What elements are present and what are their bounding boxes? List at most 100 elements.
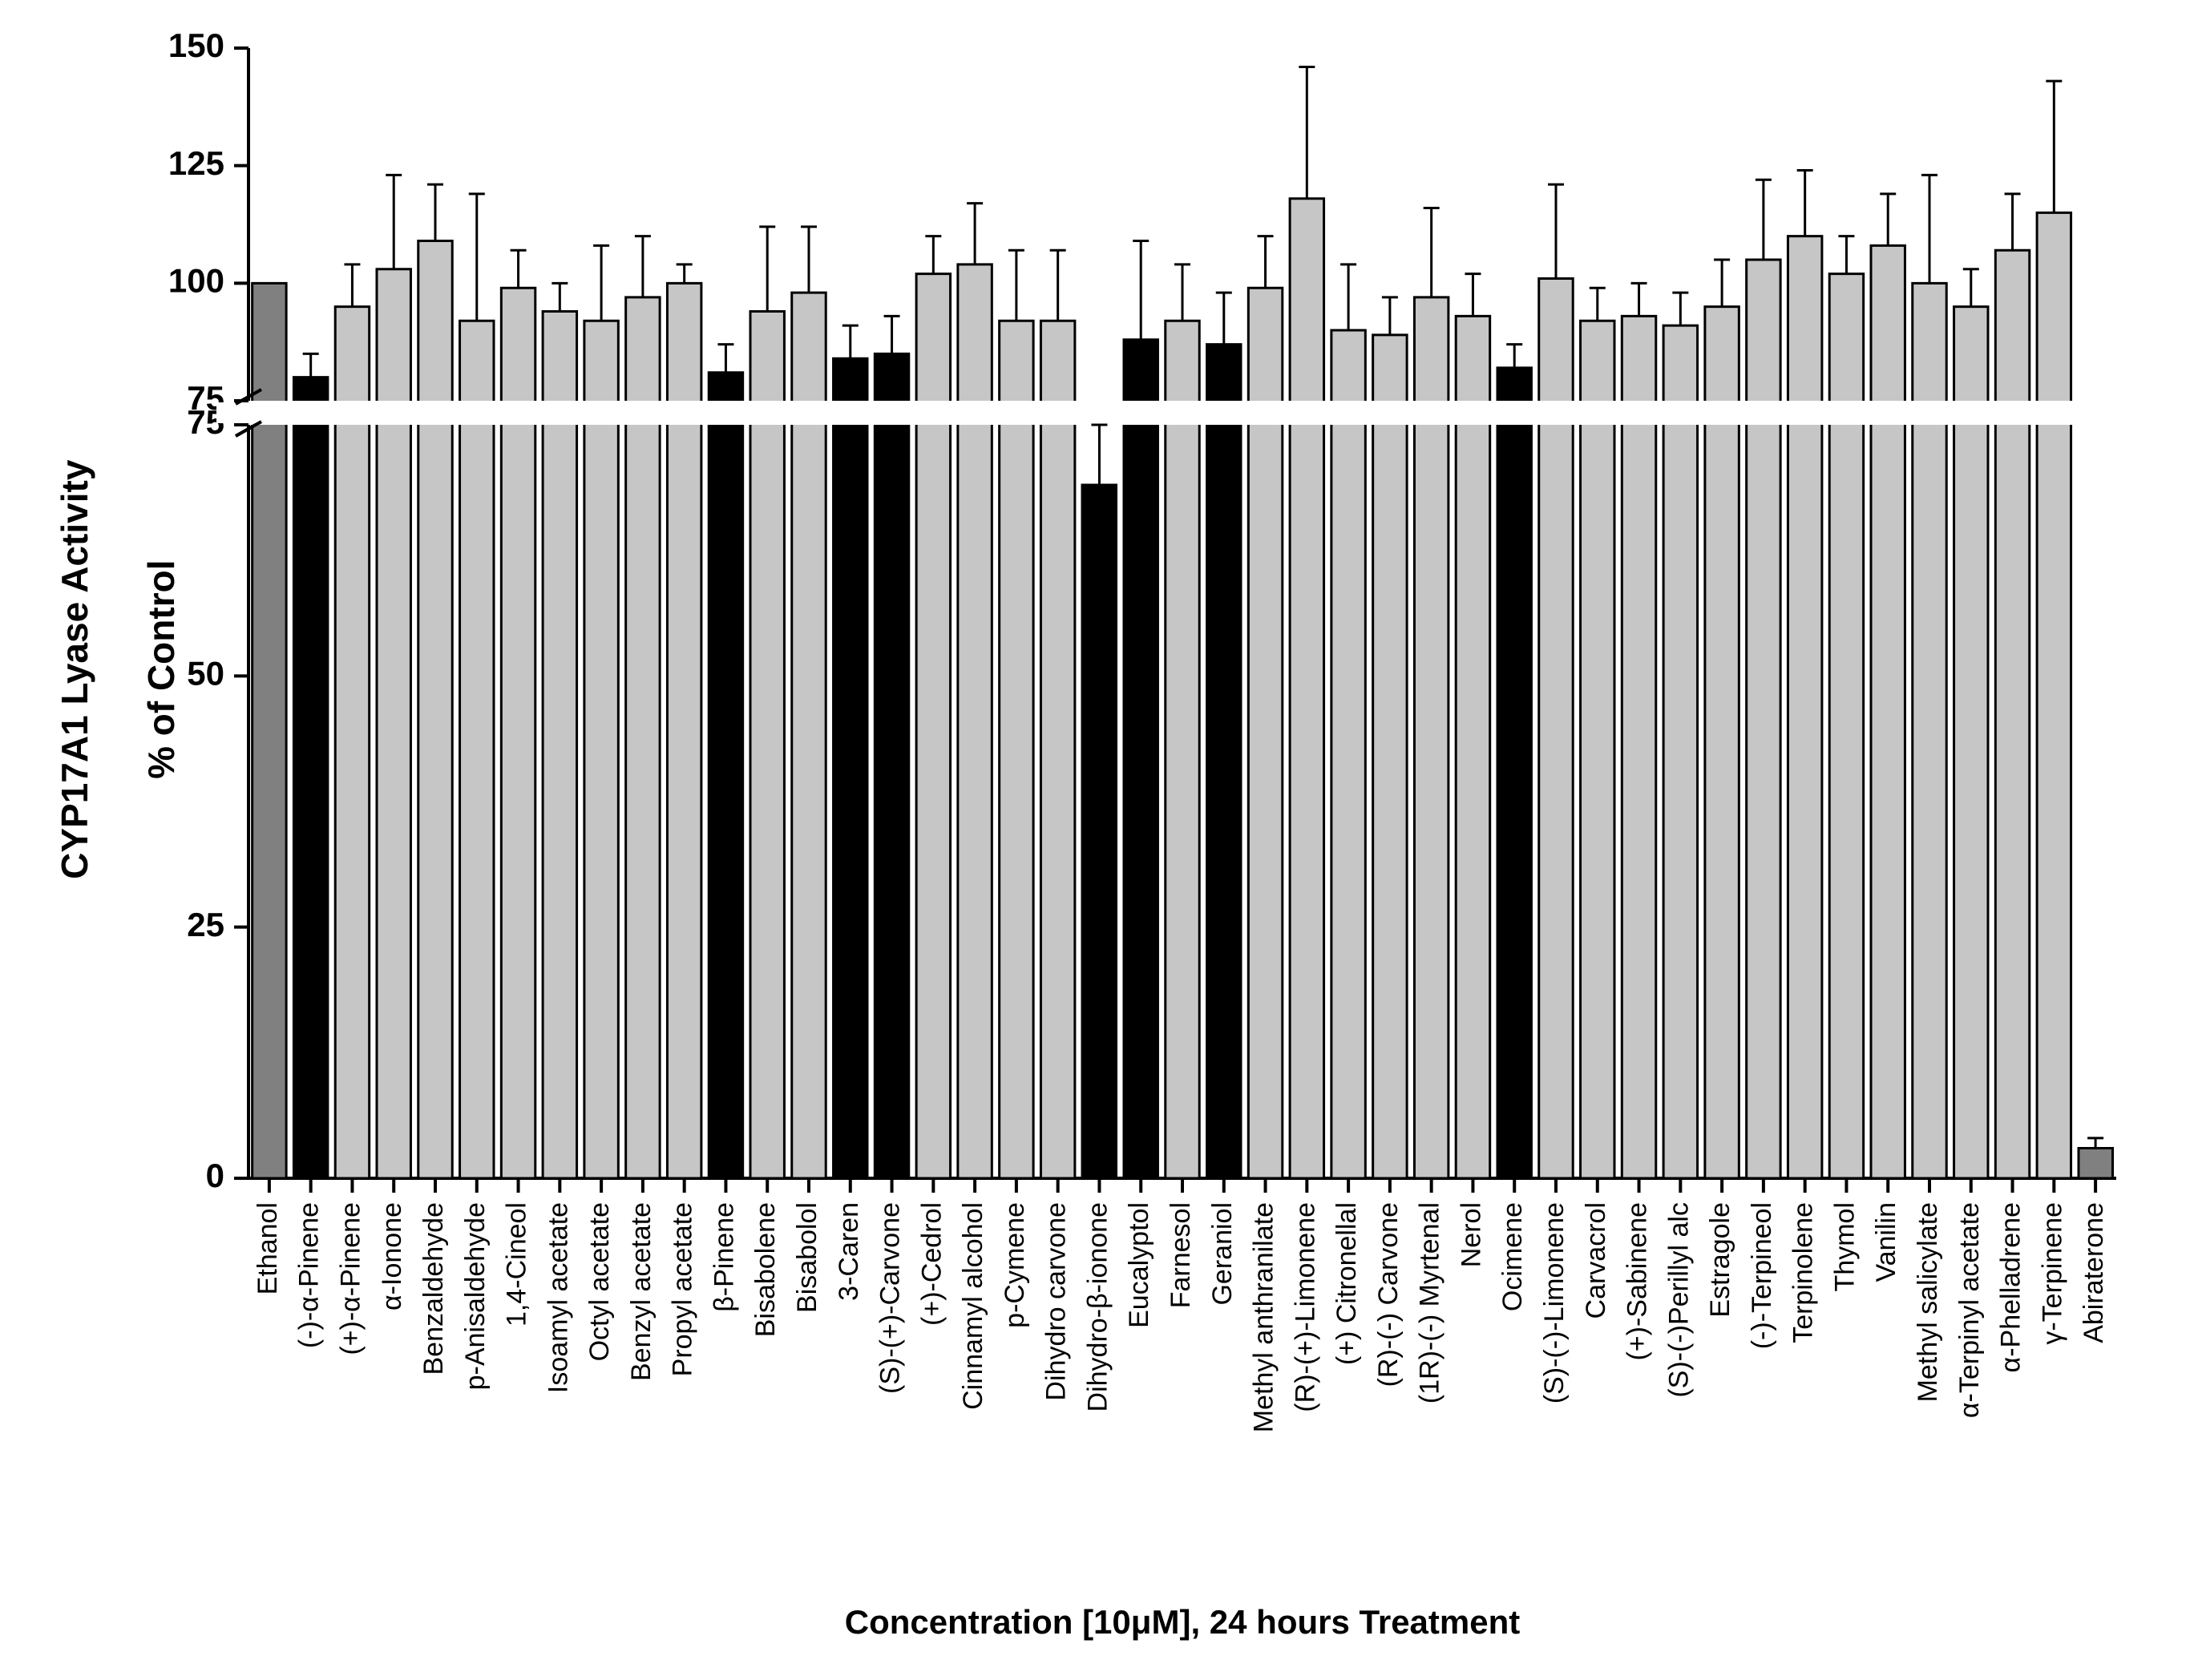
bar-rect-lower bbox=[377, 425, 410, 1178]
bar-rect-lower bbox=[1000, 425, 1033, 1178]
bar bbox=[335, 265, 369, 1178]
bar-rect-lower bbox=[1747, 425, 1780, 1178]
bar bbox=[1290, 67, 1323, 1178]
bar-fill-upper bbox=[543, 312, 576, 401]
bar bbox=[1331, 265, 1365, 1178]
xtick-label: Propyl acetate bbox=[668, 1202, 698, 1376]
bar-rect-lower bbox=[1622, 425, 1655, 1178]
bar bbox=[709, 345, 742, 1178]
bar bbox=[1913, 175, 1946, 1178]
bar-fill-upper bbox=[1414, 297, 1448, 401]
xtick-label: Nerol bbox=[1456, 1202, 1486, 1267]
bar bbox=[750, 227, 784, 1178]
xtick-label: p-Cymene bbox=[1000, 1202, 1030, 1328]
bar bbox=[1414, 208, 1448, 1178]
bar-fill-upper bbox=[1829, 274, 1863, 401]
bar bbox=[1705, 260, 1739, 1178]
bar-fill-upper bbox=[1995, 250, 2029, 401]
bar bbox=[501, 250, 535, 1178]
axis-break-mask bbox=[216, 402, 2148, 423]
bar-fill-upper bbox=[501, 288, 535, 401]
chart-container: { "canvas": { "width": 2737, "height": 2… bbox=[0, 0, 2194, 1680]
xtick-label: Benzaldehyde bbox=[418, 1202, 449, 1375]
bar bbox=[1082, 425, 1116, 1178]
bar-rect-lower bbox=[1207, 425, 1241, 1178]
bar-rect-lower bbox=[501, 425, 535, 1178]
xtick-label: Cinnamyl alcohol bbox=[958, 1202, 988, 1410]
ytick-label: 25 bbox=[187, 906, 224, 943]
bar-fill-upper bbox=[626, 297, 660, 401]
xtick-label: Ethanol bbox=[253, 1202, 283, 1294]
ytick-label: 100 bbox=[168, 261, 224, 299]
xtick-label: Carvacrol bbox=[1581, 1202, 1611, 1319]
bar-rect-lower bbox=[709, 425, 742, 1178]
xtick-label: Terpinolene bbox=[1788, 1202, 1819, 1343]
ytick-label: 125 bbox=[168, 144, 224, 182]
xtick-label: Estragole bbox=[1705, 1202, 1735, 1318]
xtick-label: Vanilin bbox=[1871, 1202, 1901, 1282]
bar-rect-lower bbox=[958, 425, 992, 1178]
xtick-label: α-Ionone bbox=[377, 1202, 407, 1310]
bar-fill-upper bbox=[667, 283, 701, 401]
bar bbox=[1373, 297, 1407, 1178]
bar-fill-upper bbox=[1871, 245, 1905, 401]
bar-rect-lower bbox=[1871, 425, 1905, 1178]
bar-rect-lower bbox=[1248, 425, 1282, 1178]
xtick-label: (R)-(+)-Limonene bbox=[1290, 1202, 1320, 1412]
bar bbox=[1663, 293, 1697, 1178]
bar-rect-lower bbox=[834, 425, 867, 1178]
bar-rect-lower bbox=[916, 425, 950, 1178]
xtick-label: 1,4-Cineol bbox=[502, 1202, 532, 1327]
bar-rect-lower bbox=[1290, 425, 1323, 1178]
xtick-label: Thymol bbox=[1829, 1202, 1860, 1291]
bar-rect-lower bbox=[1331, 425, 1365, 1178]
bar bbox=[834, 325, 867, 1178]
xtick-label: α-Terpinyl acetate bbox=[1954, 1202, 1985, 1418]
bar bbox=[2037, 81, 2071, 1178]
bar bbox=[1207, 293, 1241, 1178]
bar-rect-lower bbox=[584, 425, 618, 1178]
bar bbox=[2079, 1138, 2112, 1178]
bar bbox=[1497, 345, 1531, 1178]
bar-fill-upper bbox=[1331, 330, 1365, 401]
xtick-label: Farnesol bbox=[1166, 1202, 1196, 1308]
bar bbox=[377, 175, 410, 1178]
ytick-label: 50 bbox=[187, 654, 224, 692]
bar-rect-lower bbox=[460, 425, 494, 1178]
xtick-label: Abiraterone bbox=[2079, 1202, 2109, 1343]
xtick-label: Eucalyptol bbox=[1124, 1202, 1154, 1328]
xtick-label: Geraniol bbox=[1207, 1202, 1238, 1306]
bar-rect-lower bbox=[626, 425, 660, 1178]
xtick-label: Octyl acetate bbox=[584, 1202, 615, 1361]
xtick-label: (R)-(-) Carvone bbox=[1373, 1202, 1404, 1387]
xtick-label: Dihydro-β-ionone bbox=[1082, 1202, 1113, 1411]
xtick-label: 3-Caren bbox=[834, 1202, 864, 1301]
bar bbox=[1995, 194, 2029, 1178]
bar-rect-lower bbox=[1954, 425, 1988, 1178]
bar-fill-upper bbox=[958, 265, 992, 401]
bar-rect-lower bbox=[750, 425, 784, 1178]
bar-rect-lower bbox=[1456, 425, 1489, 1178]
bar-rect-lower bbox=[1124, 425, 1158, 1178]
bar-fill-upper bbox=[1497, 368, 1531, 401]
bar bbox=[293, 353, 327, 1178]
bar bbox=[1871, 194, 1905, 1178]
xtick-label: (S)-(+)-Carvone bbox=[875, 1202, 906, 1394]
bar-fill-upper bbox=[792, 293, 826, 401]
bar-fill-upper bbox=[1166, 321, 1199, 401]
bar-fill-upper bbox=[916, 274, 950, 401]
bar-rect bbox=[1082, 485, 1116, 1178]
bar-rect-lower bbox=[1166, 425, 1199, 1178]
xtick-label: (1R)-(-) Myrtenal bbox=[1415, 1202, 1445, 1403]
bar-fill-upper bbox=[1539, 278, 1573, 401]
bar bbox=[1124, 241, 1158, 1178]
xtick-label: (S)-(-)Perillyl alc bbox=[1663, 1202, 1694, 1398]
bar-fill-upper bbox=[1788, 236, 1821, 401]
bar-fill-upper bbox=[418, 241, 452, 401]
ytick-label: 150 bbox=[168, 26, 224, 64]
bar-rect bbox=[2079, 1148, 2112, 1178]
bar-fill-upper bbox=[1581, 321, 1614, 401]
bar-fill-upper bbox=[253, 283, 286, 401]
xtick-label: (+)-Sabinene bbox=[1622, 1202, 1653, 1361]
xtick-label: β-Pinene bbox=[709, 1202, 739, 1312]
